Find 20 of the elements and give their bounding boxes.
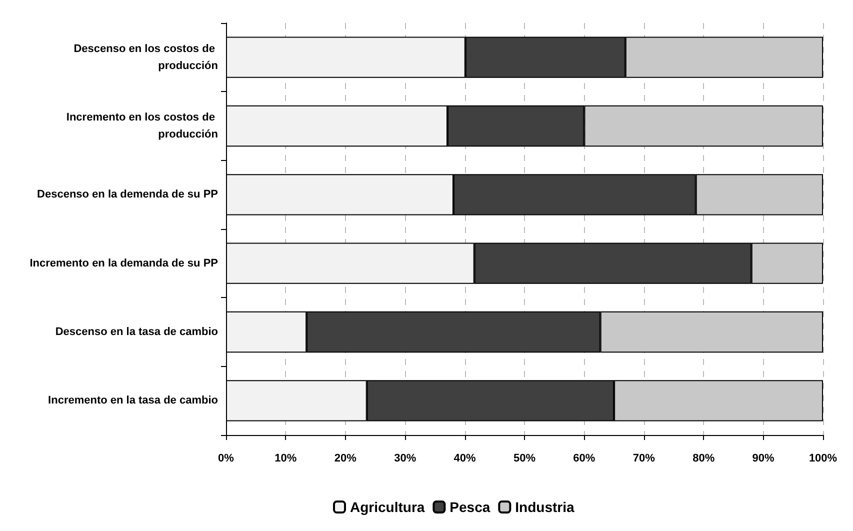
legend-label: Pesca	[450, 499, 490, 515]
y-tick-label: Descenso en la tasa de cambio	[55, 326, 218, 338]
legend-label: Agricultura	[350, 499, 425, 515]
x-tick-label: 60%	[573, 452, 596, 464]
x-tick-label: 50%	[513, 452, 536, 464]
y-tick-label: Incremento en la demanda de su PP	[30, 257, 218, 270]
x-tick-label: 70%	[632, 452, 656, 464]
y-tick-label: Descenso en la demenda de su PP	[37, 188, 218, 201]
x-tick-label: 40%	[454, 452, 476, 464]
y-tick-label: Incremento en la tasa de cambio	[48, 394, 218, 407]
x-tick-label: 20%	[334, 452, 357, 464]
x-tick-label: 100%	[808, 452, 838, 464]
legend-label: Industria	[515, 499, 574, 515]
x-tick-label: 0%	[218, 452, 234, 464]
x-tick-label: 90%	[752, 452, 775, 464]
x-tick-label: 10%	[274, 452, 297, 464]
x-tick-label: 30%	[394, 452, 416, 464]
y-tick-label: Incremento en los costos de producción	[66, 112, 218, 140]
y-tick-label: Descenso en los costos de producción	[74, 42, 218, 72]
x-tick-label: 80%	[692, 452, 715, 464]
